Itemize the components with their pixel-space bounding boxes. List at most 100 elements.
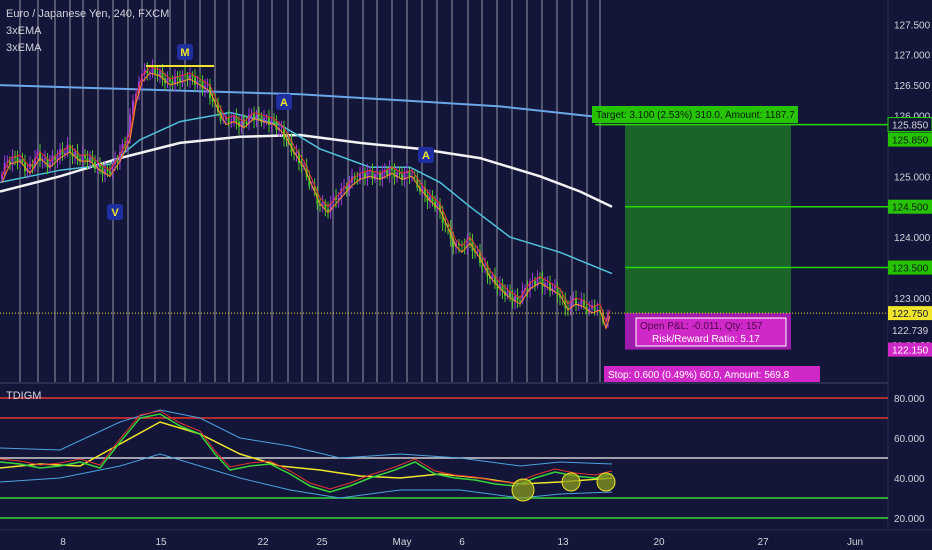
candle-body [86, 158, 89, 162]
candle-body [270, 120, 273, 125]
candle-body [391, 168, 393, 171]
price-tag-target-top: 125.850 [892, 121, 929, 132]
candle-body [29, 163, 31, 169]
candle-body [521, 290, 524, 302]
candle-body [348, 182, 351, 190]
candle-body [121, 144, 124, 152]
candle-body [84, 154, 86, 159]
candle-body [479, 251, 481, 263]
candle-body [466, 238, 469, 248]
candle-body [21, 158, 24, 162]
candle-body [408, 171, 411, 178]
price-tick-label: 126.500 [894, 81, 931, 92]
candle-body [452, 238, 455, 247]
price-tag-level-1-bg [888, 199, 932, 214]
candle-body [219, 111, 222, 121]
candle-body [519, 300, 521, 302]
candle-body [66, 144, 69, 153]
target-label[interactable]: Target: 3.100 (2.53%) 310.0, Amount: 118… [592, 106, 798, 123]
pattern-label-v: V [107, 204, 123, 220]
candle-body [280, 127, 283, 129]
ema-fast-orange-line [1, 72, 611, 330]
candle-body [1, 174, 3, 180]
indicator-label-1[interactable]: 3xEMA [6, 25, 42, 37]
candle-body [524, 288, 526, 291]
candle-body [189, 75, 191, 81]
price-tag-stop: 122.150 [892, 346, 929, 357]
candle-body [126, 136, 129, 146]
candle-body [49, 162, 51, 168]
candle-body [179, 78, 181, 83]
ema-fast-red-line [1, 66, 611, 324]
open-pl-label[interactable]: Open P&L: -0.011, Qty: 157 Risk/Reward R… [635, 317, 787, 347]
candle-body [596, 309, 599, 311]
candle-body [476, 251, 479, 253]
candle-body [161, 71, 164, 79]
svg-text:M: M [180, 47, 189, 59]
candle-body [388, 168, 391, 176]
osc-tick-label: 20.000 [894, 514, 925, 525]
candle-body [484, 264, 486, 266]
candle-body [260, 115, 263, 123]
candle-body [16, 157, 19, 163]
target-levels[interactable] [595, 123, 888, 269]
candle-body [201, 80, 204, 90]
candle-body [424, 187, 426, 195]
candle-body [369, 171, 371, 173]
candle-body [56, 156, 59, 161]
price-tag-level-2-bg [888, 260, 932, 275]
stop-label[interactable]: Stop: 0.600 (0.49%) 60.0, Amount: 569.8 [604, 366, 820, 382]
svg-text:A: A [280, 97, 288, 109]
price-axis[interactable]: 127.500 127.000 126.500 126.000 125.000 124.0… [894, 20, 931, 305]
candle-body [474, 251, 476, 253]
candle-body [61, 149, 64, 155]
candle-body [76, 151, 79, 159]
candle-body [526, 288, 529, 290]
pattern-label-a1: A [276, 94, 292, 110]
indicator-label-2[interactable]: 3xEMA [6, 42, 42, 54]
oscillator-title: TDIGM [6, 390, 41, 402]
candle-body [11, 156, 14, 165]
candle-body [329, 202, 332, 211]
oscillator-axis[interactable]: 80.000 60.000 40.000 20.000 [894, 394, 925, 525]
candle-body [283, 127, 285, 139]
osc-highlight-circle [511, 478, 535, 502]
candle-body [463, 246, 466, 248]
candle-body [132, 100, 134, 115]
candle-body [36, 151, 39, 158]
svg-text:Target: 3.100 (2.53%) 310.0, A: Target: 3.100 (2.53%) 310.0, Amount: 118… [596, 110, 795, 121]
candle-body [104, 169, 106, 175]
candle-body [116, 159, 119, 163]
price-tag-level-2: 123.500 [892, 264, 929, 275]
osc-highlight-circle [561, 472, 581, 492]
candle-body [44, 158, 46, 160]
candle-body [235, 116, 238, 122]
candle-body [381, 172, 384, 179]
candle-body [169, 78, 171, 82]
candle-body [96, 164, 99, 169]
candle-body [199, 80, 201, 82]
candle-body [295, 152, 298, 154]
candle-body [273, 120, 275, 122]
candle-body [345, 186, 348, 190]
candle-body [101, 167, 104, 175]
candle-body [413, 176, 416, 178]
candle-body [290, 140, 293, 153]
candle-body [499, 283, 501, 289]
candle-body [230, 120, 233, 123]
candle-body [171, 81, 174, 85]
candle-body [166, 78, 169, 84]
candle-body [258, 114, 260, 116]
candle-body [337, 197, 340, 200]
candle-body [265, 117, 268, 119]
candle-body [81, 154, 84, 162]
target-zone[interactable] [625, 124, 791, 314]
candle-body [186, 75, 189, 81]
candle-body [305, 166, 308, 178]
time-axis-label: 27 [757, 537, 769, 548]
candle-body [546, 282, 549, 284]
candle-body [39, 151, 41, 162]
candle-body [506, 290, 509, 296]
time-axis[interactable]: 8 15 22 25 May 6 13 20 27 Jun [60, 537, 863, 548]
